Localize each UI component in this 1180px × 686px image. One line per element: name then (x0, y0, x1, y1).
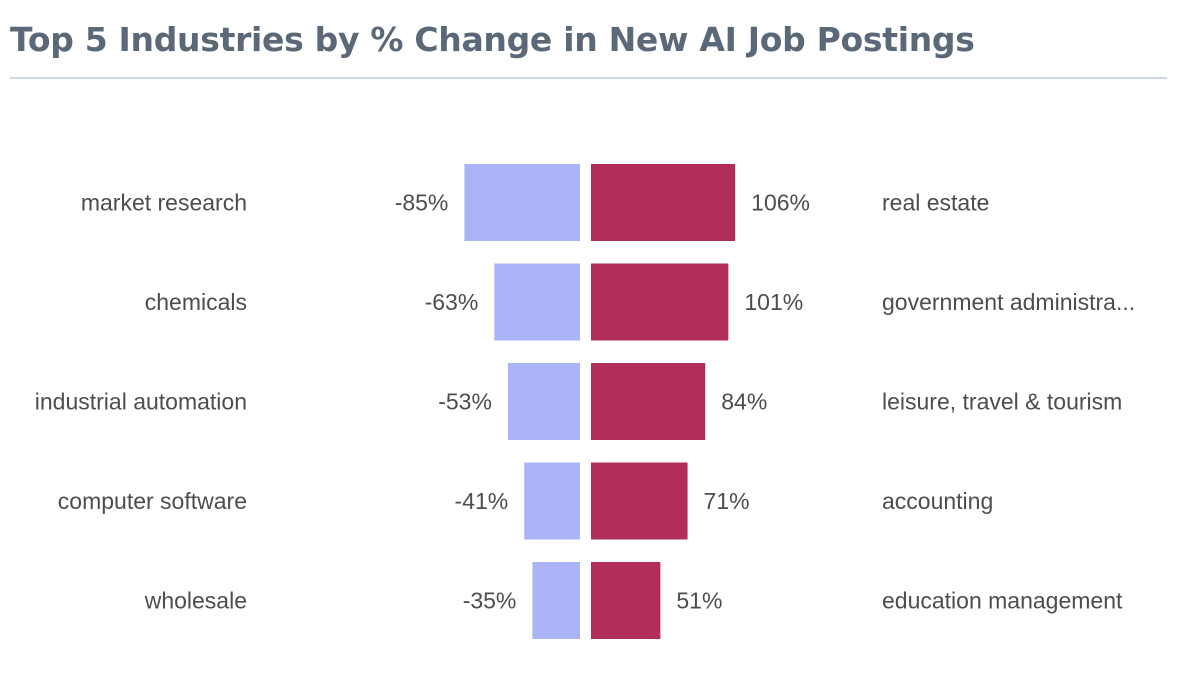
bar-negative-2 (507, 363, 580, 440)
positive-value-label-0: 106% (751, 190, 810, 216)
left-category-label-4: wholesale (144, 588, 247, 614)
negative-value-label-0: -85% (395, 190, 449, 216)
bar-positive-1 (591, 263, 729, 341)
right-category-label-0: real estate (882, 190, 989, 216)
bar-positive-3 (591, 462, 688, 540)
bar-positive-4 (591, 562, 661, 639)
negative-value-label-3: -41% (455, 488, 509, 514)
right-category-label-1: government administra... (882, 289, 1135, 315)
title-divider (10, 77, 1167, 79)
bar-negative-3 (524, 462, 580, 540)
bar-positive-0 (591, 164, 736, 241)
left-category-label-3: computer software (58, 488, 247, 514)
negative-value-label-2: -53% (438, 389, 492, 415)
right-category-label-2: leisure, travel & tourism (882, 389, 1122, 415)
chart-title: Top 5 Industries by % Change in New AI J… (10, 20, 975, 59)
negative-value-label-1: -63% (425, 289, 479, 315)
positive-value-label-4: 51% (676, 588, 722, 614)
left-category-label-2: industrial automation (35, 389, 247, 415)
left-category-label-0: market research (81, 190, 247, 216)
negative-value-label-4: -35% (463, 588, 517, 614)
bar-negative-1 (494, 263, 580, 341)
right-category-label-4: education management (882, 588, 1123, 614)
left-category-label-1: chemicals (145, 289, 247, 315)
bar-negative-4 (532, 562, 580, 639)
positive-value-label-1: 101% (744, 289, 803, 315)
bar-negative-0 (464, 164, 580, 241)
positive-value-label-2: 84% (721, 389, 767, 415)
positive-value-label-3: 71% (704, 488, 750, 514)
bar-positive-2 (591, 363, 706, 440)
right-category-label-3: accounting (882, 488, 993, 514)
